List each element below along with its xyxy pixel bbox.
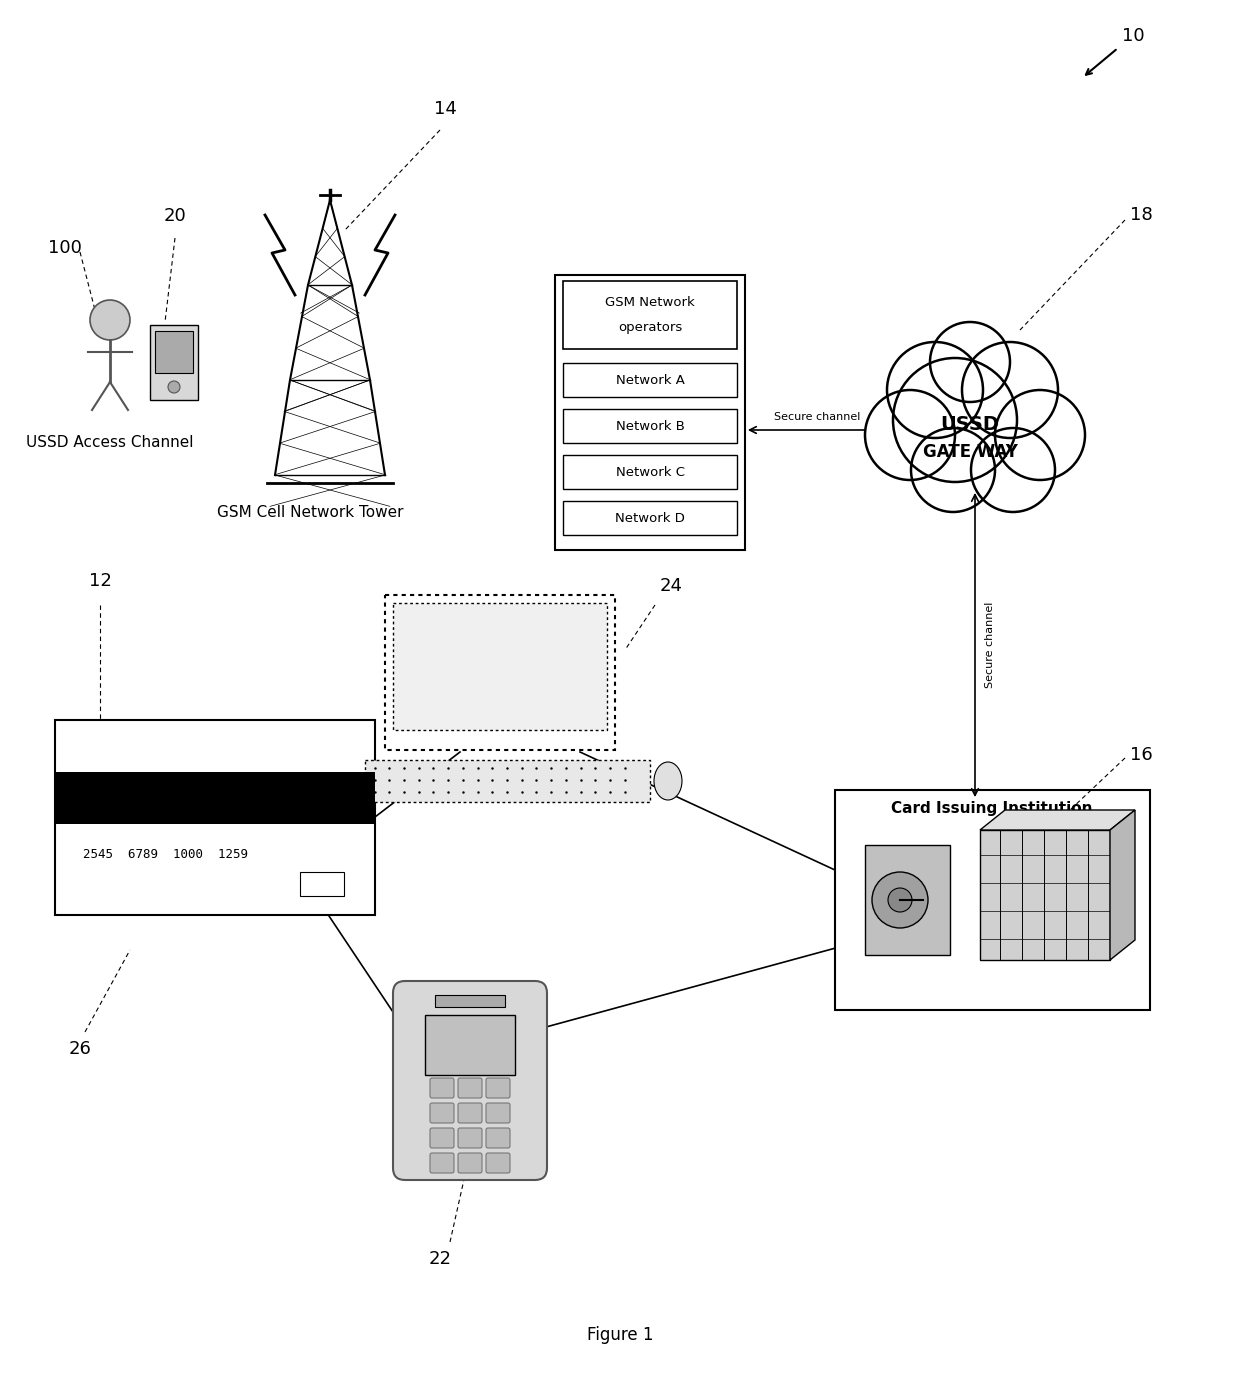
Circle shape [930, 322, 1011, 402]
FancyBboxPatch shape [430, 1103, 454, 1123]
Text: 2545  6789  1000  1259: 2545 6789 1000 1259 [83, 848, 248, 862]
Text: 22: 22 [429, 1250, 451, 1268]
Bar [435, 995, 505, 1007]
Circle shape [167, 381, 180, 393]
Text: GSM Network: GSM Network [605, 297, 694, 310]
FancyBboxPatch shape [430, 1154, 454, 1173]
Circle shape [872, 872, 928, 928]
Text: 14: 14 [434, 100, 456, 119]
FancyBboxPatch shape [458, 1103, 482, 1123]
Text: 18: 18 [1130, 206, 1153, 225]
Text: Network A: Network A [615, 374, 684, 386]
FancyBboxPatch shape [486, 1154, 510, 1173]
Circle shape [911, 428, 994, 512]
Text: Network B: Network B [615, 420, 684, 432]
Text: 10: 10 [1122, 27, 1145, 45]
Bar [55, 720, 374, 915]
Text: operators: operators [618, 321, 682, 333]
Text: GATE WAY: GATE WAY [923, 444, 1018, 460]
Bar [55, 771, 374, 824]
Text: Figure 1: Figure 1 [587, 1327, 653, 1343]
Bar [384, 596, 615, 751]
Bar [563, 501, 737, 536]
FancyBboxPatch shape [486, 1103, 510, 1123]
Bar [556, 275, 745, 550]
Bar [563, 280, 737, 349]
Circle shape [866, 391, 955, 480]
FancyBboxPatch shape [486, 1078, 510, 1098]
Text: 20: 20 [164, 206, 186, 225]
Circle shape [962, 342, 1058, 438]
Polygon shape [1110, 810, 1135, 960]
Ellipse shape [653, 762, 682, 799]
Text: 24: 24 [660, 578, 683, 596]
Text: Secure channel: Secure channel [774, 412, 861, 423]
Text: Network C: Network C [615, 466, 684, 478]
Text: 26: 26 [68, 1041, 92, 1057]
Bar [835, 790, 1149, 1010]
Circle shape [887, 342, 983, 438]
Text: USSD: USSD [940, 416, 999, 434]
Circle shape [888, 889, 911, 912]
FancyBboxPatch shape [430, 1129, 454, 1148]
Text: Secure channel: Secure channel [985, 601, 994, 688]
Bar [425, 1016, 515, 1076]
Circle shape [994, 391, 1085, 480]
Text: USSD Access Channel: USSD Access Channel [26, 435, 193, 451]
Text: 100: 100 [48, 239, 82, 257]
Circle shape [91, 300, 130, 340]
Circle shape [971, 428, 1055, 512]
Bar [866, 845, 950, 956]
Text: 16: 16 [1130, 746, 1153, 764]
Text: Card Issuing Institution: Card Issuing Institution [892, 801, 1092, 816]
Text: Network D: Network D [615, 512, 684, 525]
Text: 12: 12 [88, 572, 112, 590]
FancyBboxPatch shape [458, 1154, 482, 1173]
FancyBboxPatch shape [393, 981, 547, 1180]
Bar [563, 409, 737, 444]
Bar [980, 830, 1110, 960]
Bar [365, 760, 650, 802]
Bar [150, 325, 198, 400]
Bar [155, 331, 193, 372]
Circle shape [893, 359, 1017, 483]
Polygon shape [980, 810, 1135, 830]
Bar [563, 455, 737, 490]
Bar [563, 363, 737, 398]
Text: GSM Cell Network Tower: GSM Cell Network Tower [217, 505, 403, 520]
FancyBboxPatch shape [458, 1129, 482, 1148]
FancyBboxPatch shape [430, 1078, 454, 1098]
Bar [300, 872, 343, 896]
FancyBboxPatch shape [458, 1078, 482, 1098]
FancyBboxPatch shape [486, 1129, 510, 1148]
Bar [393, 603, 608, 730]
